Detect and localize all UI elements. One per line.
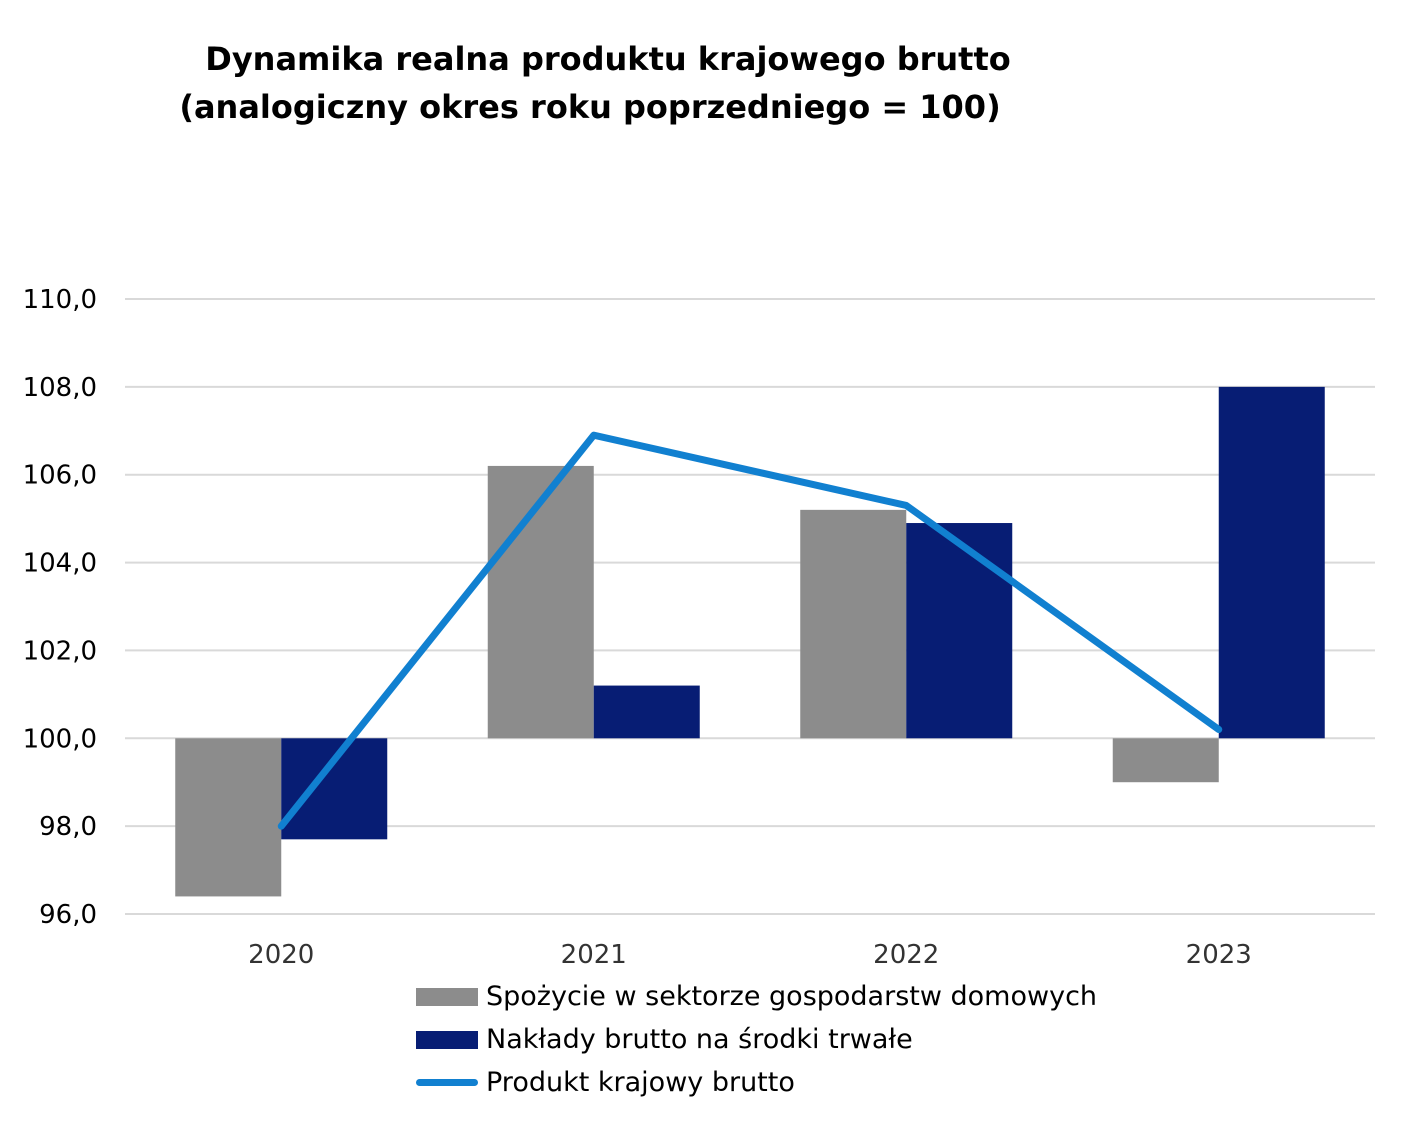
x-tick-label: 2023 <box>1186 940 1252 970</box>
y-tick-label: 106,0 <box>23 461 97 491</box>
bar-investment-2020 <box>281 738 388 840</box>
bar-investment-2021 <box>593 685 700 739</box>
x-tick-label: 2021 <box>561 940 627 970</box>
legend: Spożycie w sektorze gospodarstw domowych… <box>416 975 1097 1104</box>
y-tick-label: 100,0 <box>23 724 97 754</box>
legend-swatch-investment <box>416 1030 478 1049</box>
bar-investment-2023 <box>1218 386 1325 739</box>
x-tick-label: 2022 <box>873 940 939 970</box>
legend-item-investment: Nakłady brutto na środki trwałe <box>416 1018 1097 1061</box>
x-axis-labels: 2020 2021 2022 2023 <box>248 940 1252 970</box>
y-tick-label: 104,0 <box>23 549 97 579</box>
bar-series <box>175 386 1325 897</box>
gridlines <box>125 298 1375 915</box>
bar-consumption-2021 <box>487 465 594 739</box>
legend-swatch-gdp <box>416 1079 478 1086</box>
legend-label-investment: Nakłady brutto na środki trwałe <box>486 1024 913 1055</box>
chart-subtitle: (analogiczny okres roku poprzedniego = 1… <box>179 88 1001 126</box>
legend-label-gdp: Produkt krajowy brutto <box>486 1067 795 1098</box>
x-tick-label: 2020 <box>248 940 314 970</box>
bar-consumption-2020 <box>175 738 282 897</box>
line-series <box>277 431 1223 830</box>
legend-item-consumption: Spożycie w sektorze gospodarstw domowych <box>416 975 1097 1018</box>
y-tick-label: 96,0 <box>39 900 97 930</box>
bar-consumption-2022 <box>800 509 907 739</box>
y-tick-label: 98,0 <box>39 812 97 842</box>
legend-label-consumption: Spożycie w sektorze gospodarstw domowych <box>486 981 1098 1012</box>
bar-consumption-2023 <box>1112 738 1219 783</box>
gdp-line <box>277 431 1223 830</box>
legend-swatch-consumption <box>416 987 478 1006</box>
y-tick-label: 108,0 <box>23 373 97 403</box>
legend-item-gdp: Produkt krajowy brutto <box>416 1061 1097 1104</box>
y-tick-label: 110,0 <box>23 285 97 315</box>
y-axis-labels: 96,0 98,0 100,0 102,0 104,0 106,0 108,0 110,0 <box>23 285 97 930</box>
bar-investment-2022 <box>906 523 1013 739</box>
y-tick-label: 102,0 <box>23 636 97 666</box>
chart-title: Dynamika realna produktu krajowego brutt… <box>205 40 1011 78</box>
